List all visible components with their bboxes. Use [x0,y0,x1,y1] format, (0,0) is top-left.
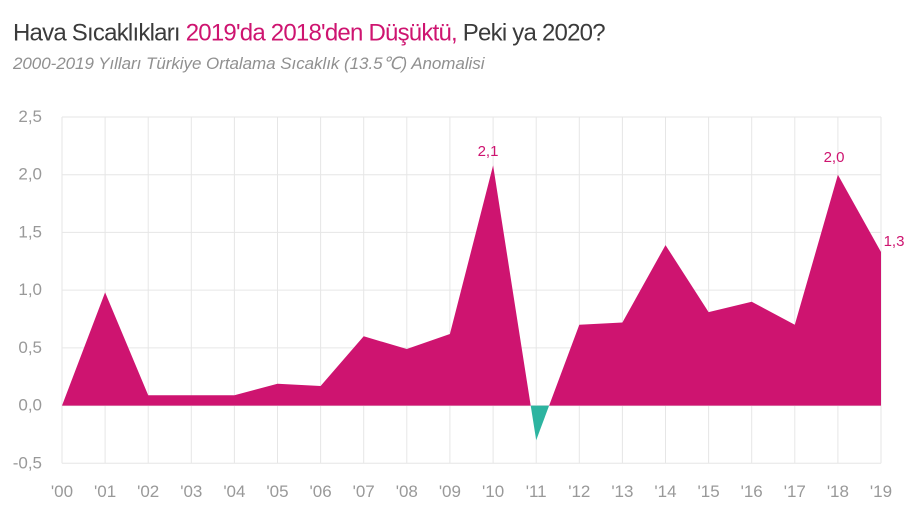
svg-text:'16: '16 [741,482,763,501]
svg-text:'14: '14 [654,482,676,501]
svg-text:'01: '01 [94,482,116,501]
svg-text:'04: '04 [223,482,245,501]
svg-text:0,0: 0,0 [18,396,42,415]
svg-text:2,1: 2,1 [478,143,499,160]
svg-text:2,0: 2,0 [18,165,42,184]
svg-text:'03: '03 [180,482,202,501]
svg-text:'10: '10 [482,482,504,501]
svg-text:'09: '09 [439,482,461,501]
svg-text:'02: '02 [137,482,159,501]
svg-text:1,3: 1,3 [884,233,905,250]
svg-text:Hava Sıcaklıkları 2019'da 2018: Hava Sıcaklıkları 2019'da 2018'den Düşük… [13,20,605,47]
svg-text:-0,5: -0,5 [13,453,42,472]
svg-text:2,5: 2,5 [18,107,42,126]
svg-text:1,5: 1,5 [18,222,42,241]
svg-text:2000-2019 Yılları Türkiye Orta: 2000-2019 Yılları Türkiye Ortalama Sıcak… [12,54,486,73]
svg-text:2,0: 2,0 [824,149,845,166]
svg-text:'08: '08 [396,482,418,501]
svg-text:'13: '13 [611,482,633,501]
svg-text:'05: '05 [266,482,288,501]
svg-text:0,5: 0,5 [18,338,42,357]
svg-text:'12: '12 [568,482,590,501]
svg-text:'06: '06 [310,482,332,501]
svg-text:'07: '07 [353,482,375,501]
svg-text:'18: '18 [827,482,849,501]
svg-text:'00: '00 [51,482,73,501]
svg-text:'11: '11 [526,482,547,501]
svg-text:'17: '17 [784,482,806,501]
svg-text:'19: '19 [870,482,892,501]
svg-text:'15: '15 [698,482,720,501]
svg-text:1,0: 1,0 [18,280,42,299]
